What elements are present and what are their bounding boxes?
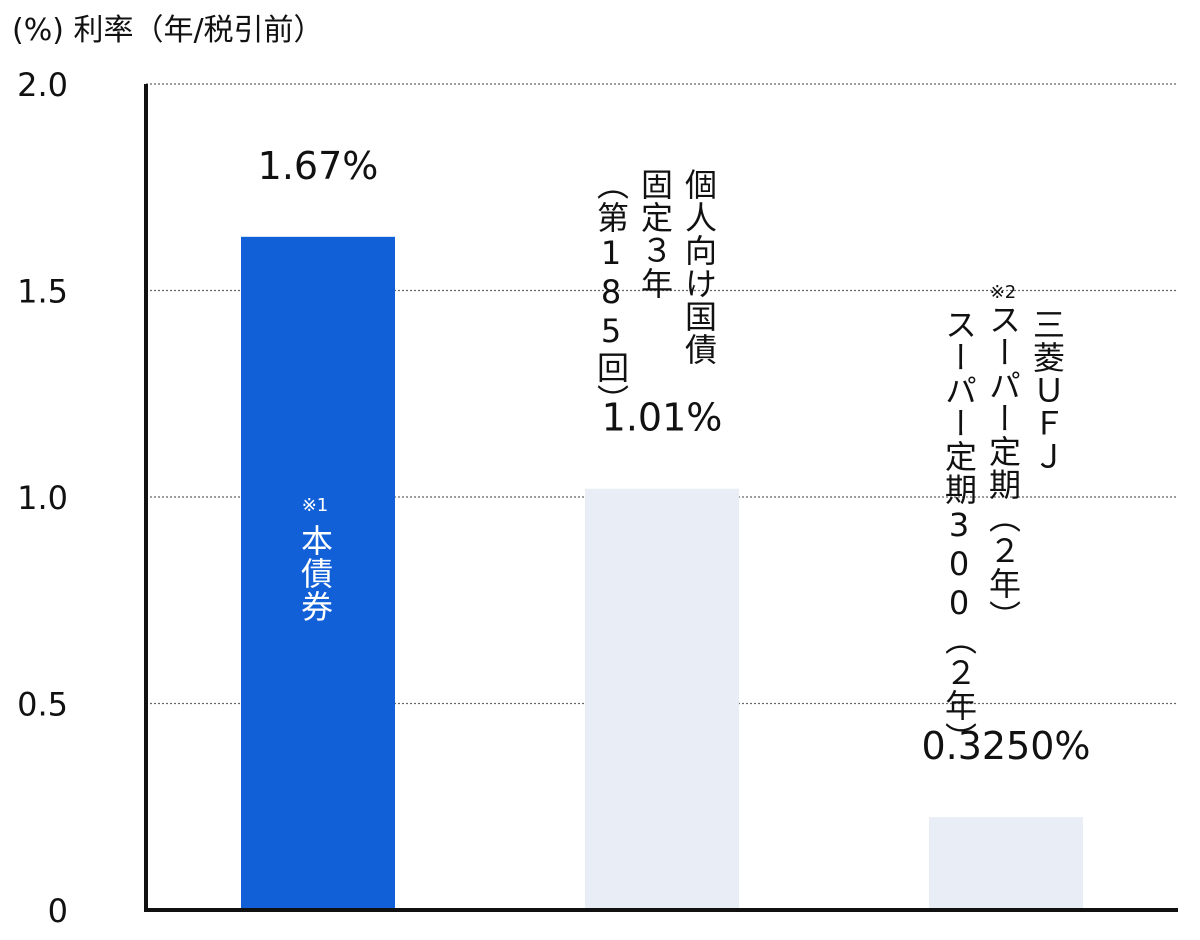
y-tick-labels: 0 0.5 1.0 1.5 2.0 [17, 66, 68, 930]
y-axis-label: (%) 利率（年/税引前） [12, 13, 324, 48]
axes [144, 84, 1178, 912]
y-tick-label: 2.0 [17, 66, 68, 104]
category-label-line: （第185回） [592, 168, 630, 417]
y-tick-label: 0 [48, 892, 68, 930]
category-label-line: 個人向け国債 [680, 168, 718, 366]
category-label: ※1 本債券 [296, 495, 334, 623]
category-label-line: スーパー定期（２年） [984, 303, 1022, 633]
category-label: 三菱ＵＦＪ ※2 スーパー定期（２年） スーパー定期300（２年） [940, 282, 1066, 755]
y-tick-label: 0.5 [17, 686, 68, 724]
footnote-marker: ※2 [989, 282, 1017, 303]
bar [241, 236, 395, 910]
category-label-line: 本債券 [296, 523, 334, 623]
category-label-line: 固定３年 [636, 168, 674, 300]
y-tick-label: 1.5 [17, 273, 68, 311]
category-label: 個人向け国債 固定３年 （第185回） [592, 168, 718, 417]
value-labels: 1.67% 1.01% 0.3250% [258, 144, 1091, 768]
bar [929, 817, 1083, 910]
footnote-marker: ※1 [301, 494, 329, 516]
bar [585, 488, 739, 910]
bar-value-label: 1.67% [258, 144, 379, 188]
bars-group [241, 236, 1083, 910]
bar-value-label: 1.01% [602, 396, 723, 440]
category-label-line: 三菱ＵＦＪ [1028, 308, 1066, 473]
y-tick-label: 1.0 [17, 479, 68, 517]
category-label-line: スーパー定期300（２年） [940, 308, 978, 755]
bar-value-label: 0.3250% [921, 724, 1090, 768]
